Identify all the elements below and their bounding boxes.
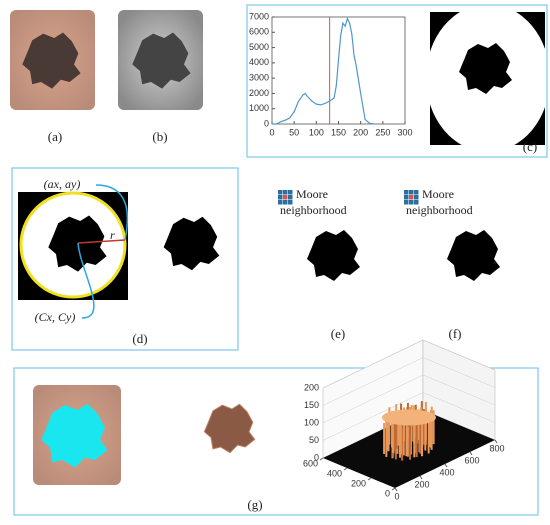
tick-mark — [391, 487, 396, 491]
moore-cell — [288, 195, 293, 200]
panel-label: (e) — [331, 326, 345, 341]
moore-cell — [278, 200, 283, 205]
arrow — [95, 184, 129, 241]
moore-cell — [404, 200, 409, 205]
y-tick-label: 1000 — [249, 103, 269, 113]
y-tick-label: 5000 — [249, 42, 269, 52]
x-tick-label: 300 — [397, 127, 412, 137]
panel-label: (d) — [132, 331, 147, 346]
moore-cell — [409, 190, 414, 195]
lesion-color — [203, 403, 256, 454]
annotation: (ax, ay) — [44, 177, 81, 191]
moore-cell — [288, 200, 293, 205]
y-tick-label: 400 — [439, 467, 454, 477]
y-tick-label: 800 — [489, 443, 504, 453]
grid-line — [322, 392, 496, 441]
annotation: Moore — [422, 187, 454, 201]
z-tick-label: 100 — [304, 417, 319, 427]
x-tick-label: 150 — [331, 127, 346, 137]
y-tick-label: 0 — [394, 491, 399, 501]
panel-label: (g) — [247, 497, 262, 512]
x-tick-label: 50 — [289, 127, 299, 137]
tick-mark — [494, 439, 498, 444]
y-tick-label: 4000 — [249, 57, 269, 67]
grid-line — [322, 374, 496, 424]
moore-cell — [283, 195, 288, 200]
tick-mark — [394, 487, 398, 492]
y-tick-label: 7000 — [249, 11, 269, 21]
annotation: Moore — [296, 187, 328, 201]
y-tick-label: 600 — [464, 455, 479, 465]
lesion — [447, 230, 500, 281]
panel-box — [246, 4, 548, 158]
y-tick-label: 200 — [414, 479, 429, 489]
moore-cell — [414, 200, 419, 205]
moore-cell — [278, 190, 283, 195]
y-tick-label: 0 — [264, 118, 269, 128]
panel-label: (f) — [449, 326, 462, 341]
z-tick-label: 150 — [304, 400, 319, 410]
moore-cell — [414, 190, 419, 195]
y-tick-label: 6000 — [249, 27, 269, 37]
panel-label: (b) — [152, 129, 167, 144]
radius-line — [77, 239, 126, 244]
lesion — [307, 230, 360, 281]
x-tick-label: 400 — [327, 468, 342, 478]
panel-label: (c) — [523, 139, 537, 154]
x-tick-label: 0 — [385, 488, 390, 498]
moore-cell — [404, 190, 409, 195]
floor — [323, 410, 495, 488]
moore-cell — [288, 190, 293, 195]
x-tick-label: 0 — [269, 127, 274, 137]
z-tick-label: 200 — [304, 382, 319, 392]
panel-label: (a) — [48, 129, 62, 144]
tick-mark — [319, 457, 324, 461]
moore-cell — [283, 200, 288, 205]
z-tick-label: 50 — [309, 435, 319, 445]
z-tick-label: 0 — [314, 452, 319, 462]
lesion — [163, 216, 220, 271]
tick-mark — [469, 451, 473, 456]
plot-area — [271, 16, 406, 125]
histogram-line — [272, 16, 375, 125]
x-tick-label: 200 — [351, 478, 366, 488]
moore-cell — [409, 200, 414, 205]
moore-cell — [283, 190, 288, 195]
annotation: neighborhood — [406, 203, 473, 217]
grid-line — [322, 339, 496, 389]
moore-cell — [414, 195, 419, 200]
x-tick-label: 200 — [353, 127, 368, 137]
tick-mark — [419, 475, 423, 480]
moore-cell — [409, 195, 414, 200]
histogram: 0 1000 2000 3000 4000 5000 6000 7000 0 50 100 150 20… — [249, 11, 413, 137]
surface-top — [382, 409, 436, 426]
tick-mark — [444, 463, 448, 468]
grid-line — [322, 357, 496, 406]
x-tick-label: 250 — [375, 127, 390, 137]
arrow — [77, 242, 95, 319]
annotation: (Cx, Cy) — [35, 310, 76, 324]
tick-mark — [343, 467, 348, 471]
annotation: neighborhood — [280, 203, 347, 217]
annotation: r — [110, 228, 115, 242]
x-tick-label: 100 — [309, 127, 324, 137]
moore-cell — [404, 195, 409, 200]
moore-icon — [404, 190, 419, 205]
moore-cell — [278, 195, 283, 200]
y-tick-label: 2000 — [249, 88, 269, 98]
binary-image — [430, 12, 545, 145]
y-tick-label: 3000 — [249, 73, 269, 83]
tick-mark — [367, 477, 372, 481]
panel-box — [13, 367, 539, 516]
x-tick-label: 600 — [303, 458, 318, 468]
panel-box — [11, 167, 239, 351]
moore-icon — [278, 190, 293, 205]
